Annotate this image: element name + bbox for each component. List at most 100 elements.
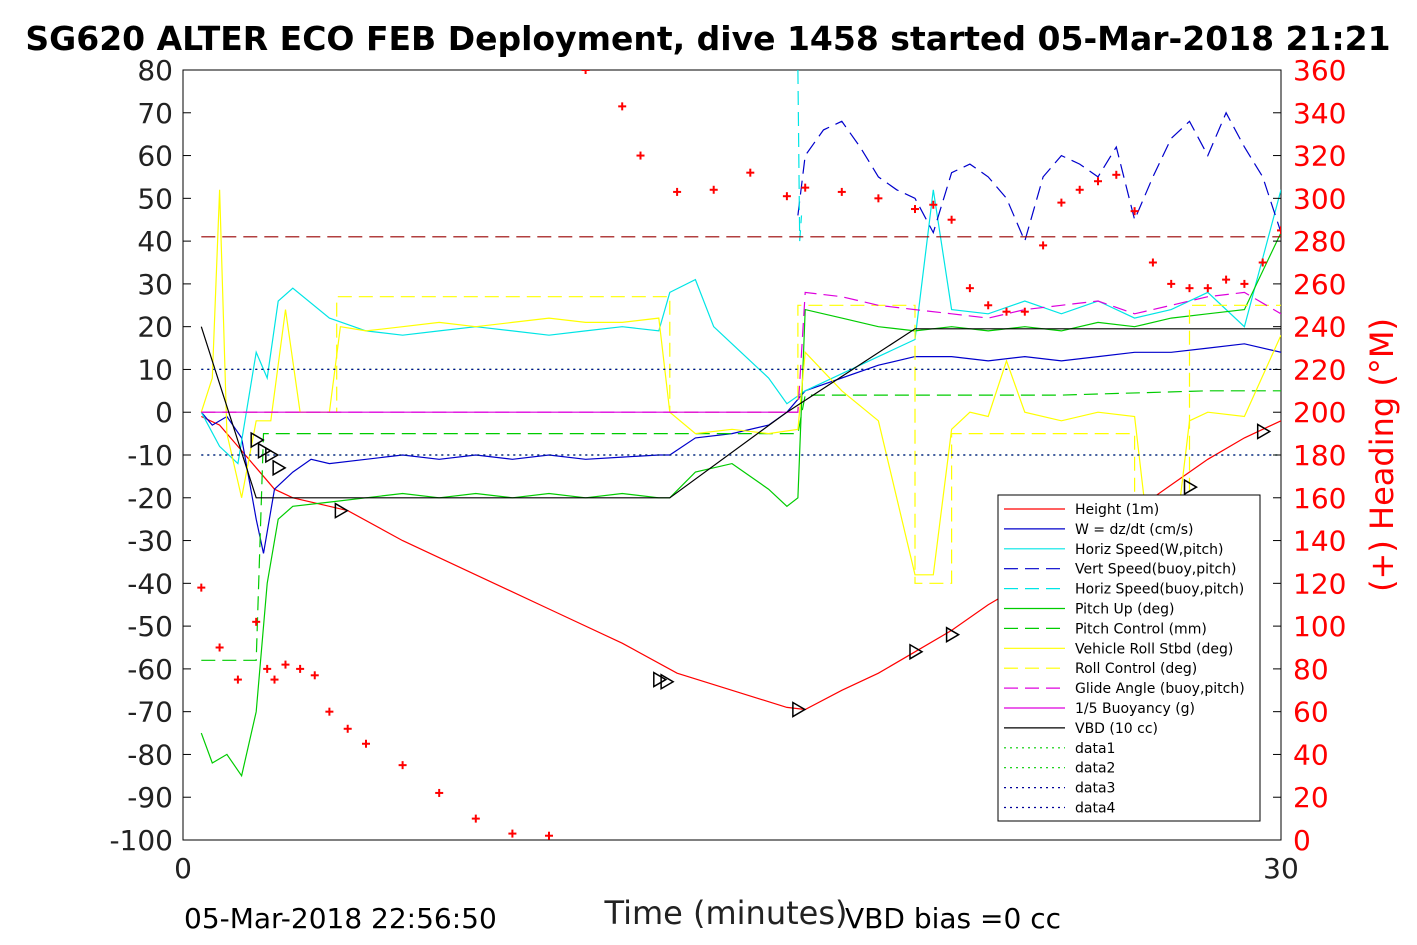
heading-point [270, 675, 279, 684]
legend-label: Vert Speed(buoy,pitch) [1075, 562, 1237, 578]
height-marker [250, 431, 265, 449]
heading-point [1185, 284, 1194, 293]
heading-point [911, 205, 919, 214]
legend-label: Horiz Speed(W,pitch) [1075, 542, 1223, 558]
heading-point [1167, 279, 1176, 288]
y2-tick-label: 140 [1293, 525, 1346, 558]
y2-tick-label: 220 [1293, 353, 1346, 386]
heading-point [1258, 258, 1267, 267]
height-marker [909, 643, 924, 661]
heading-point [965, 284, 974, 293]
y-tick-label: 50 [137, 182, 173, 215]
height-marker [660, 673, 675, 691]
heading-point [984, 301, 993, 310]
heading-point [1094, 177, 1102, 186]
heading-point [1130, 207, 1139, 216]
y2-tick-label: 40 [1293, 738, 1329, 771]
legend-label: VBD (10 cc) [1075, 721, 1158, 737]
y-tick-label: -60 [127, 653, 173, 686]
y-tick-label: -80 [127, 738, 173, 771]
x-axis-label: Time (minutes) [604, 894, 848, 932]
legend-label: Pitch Control (mm) [1075, 621, 1207, 637]
legend-label: Horiz Speed(buoy,pitch) [1075, 582, 1244, 598]
height-marker [257, 442, 273, 460]
heading-point [782, 192, 791, 201]
y2-tick-label: 20 [1293, 781, 1329, 814]
heading-point [929, 200, 938, 209]
series-line-7 [200, 189, 1281, 576]
height-marker [272, 459, 287, 477]
heading-point [1240, 279, 1249, 288]
heading-point [252, 617, 261, 626]
series-line-11 [200, 326, 1281, 499]
y2-tick-label: 300 [1293, 182, 1346, 215]
legend-label: data3 [1075, 781, 1115, 797]
y-tick-label: -90 [127, 781, 173, 814]
heading-point [343, 724, 352, 733]
x-tick-label: 30 [1263, 852, 1299, 885]
heading-point [197, 583, 206, 592]
heading-point [281, 660, 290, 669]
heading-point [837, 187, 846, 196]
y-tick-label: -100 [109, 824, 173, 857]
heading-point [215, 643, 224, 652]
y2-tick-label: 180 [1293, 439, 1346, 472]
y-tick-label: 40 [137, 225, 173, 258]
y-tick-label: 20 [137, 311, 173, 344]
legend-label: Pitch Up (deg) [1075, 602, 1174, 618]
legend-label: data1 [1075, 741, 1115, 757]
heading-point [310, 671, 319, 680]
heading-point [1222, 275, 1231, 284]
chart-legend: Height (1m) W = dz/dt (cm/s) Horiz Speed(W… [997, 494, 1261, 822]
x-tick-label: 0 [174, 852, 192, 885]
series-line-2 [200, 189, 1281, 465]
y-tick-label: 10 [137, 353, 173, 386]
y2-tick-label: 100 [1293, 610, 1346, 643]
heading-point [746, 168, 755, 177]
heading-point [1203, 284, 1212, 293]
height-marker [653, 671, 668, 688]
y-tick-label: 70 [137, 97, 173, 130]
heading-point [325, 707, 334, 716]
y2-tick-label: 280 [1293, 225, 1346, 258]
height-marker [1183, 478, 1198, 496]
height-marker [1256, 423, 1272, 440]
heading-point [1002, 307, 1011, 316]
y-tick-label: 80 [137, 54, 173, 87]
series-line-5 [200, 232, 1281, 778]
y-tick-label: -70 [127, 696, 173, 729]
heading-point [508, 829, 517, 838]
y-tick-label: 30 [137, 268, 173, 301]
series-line-9 [201, 291, 1281, 413]
y2-tick-label: 320 [1293, 140, 1346, 173]
heading-point [1057, 198, 1066, 207]
footer-timestamp: 05-Mar-2018 22:56:50 [184, 902, 497, 935]
heading-point [673, 187, 682, 196]
heading-point [233, 675, 242, 684]
height-marker [792, 701, 807, 718]
heading-point [1039, 241, 1048, 250]
y2-tick-label: 240 [1293, 311, 1346, 344]
y-tick-label: -40 [127, 567, 173, 600]
heading-point [709, 185, 718, 194]
y2-tick-label: 160 [1293, 482, 1346, 515]
y2-tick-label: 360 [1293, 54, 1346, 87]
y2-tick-label: 0 [1293, 824, 1311, 857]
heading-point [947, 215, 956, 224]
heading-point [874, 194, 883, 203]
footer-vbd-bias: VBD bias =0 cc [845, 902, 1061, 935]
y2-tick-label: 340 [1293, 97, 1346, 130]
y-tick-label: 0 [155, 396, 173, 429]
legend-label: W = dz/dt (cm/s) [1075, 522, 1194, 538]
heading-layer [197, 70, 1281, 840]
legend-label: 1/5 Buoyancy (g) [1075, 701, 1195, 717]
series-line-8 [201, 296, 1281, 584]
y2-tick-label: 80 [1293, 653, 1329, 686]
heading-point [296, 664, 305, 673]
height-marker [945, 626, 961, 643]
legend-label: data2 [1075, 761, 1115, 777]
y-tick-label: -30 [127, 525, 173, 558]
series-line-6 [201, 390, 1281, 661]
y-axis-right: 3603403203002802602402202001801601401201… [1273, 54, 1346, 857]
